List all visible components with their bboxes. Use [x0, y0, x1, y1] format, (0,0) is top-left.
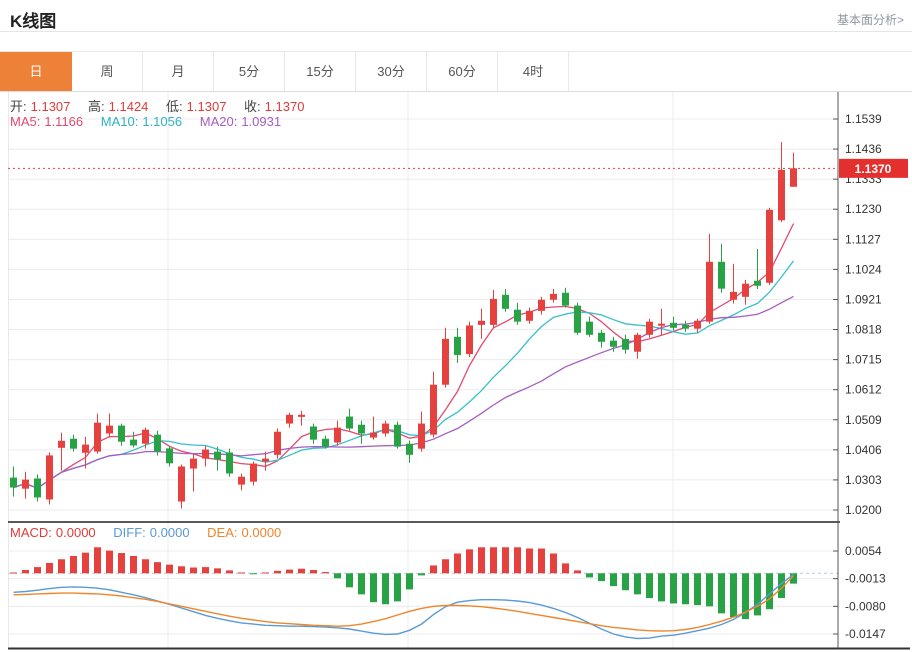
svg-text:-0.0013: -0.0013: [845, 572, 886, 586]
kline-chart[interactable]: 1.15391.14361.13331.12301.11271.10241.09…: [8, 92, 910, 652]
close-value: 1.1370: [264, 99, 305, 114]
svg-text:1.0509: 1.0509: [845, 413, 882, 427]
tab-day[interactable]: 日: [0, 52, 72, 91]
svg-text:0.0054: 0.0054: [845, 544, 882, 558]
chart-area: 开: 1.1307 高: 1.1424 低: 1.1307 收: 1.1370 MA5:…: [0, 92, 912, 652]
macd-label: MACD:: [10, 525, 52, 540]
interval-tab-bar: 日 周 月 5分 15分 30分 60分 4时: [0, 51, 912, 92]
ma5-value: 1.1166: [44, 114, 84, 129]
macd-legend: MACD: 0.0000 DIFF: 0.0000 DEA: 0.0000: [10, 525, 285, 540]
tab-60min[interactable]: 60分: [427, 52, 498, 91]
low-value: 1.1307: [186, 99, 227, 114]
ma5-label: MA5:: [10, 114, 41, 129]
low-label: 低:: [166, 99, 183, 114]
high-label: 高:: [88, 99, 105, 114]
svg-text:-0.0147: -0.0147: [845, 627, 886, 641]
page-header: K线图 基本面分析>: [0, 0, 912, 32]
macd-value: 0.0000: [55, 525, 96, 540]
svg-text:1.1436: 1.1436: [845, 142, 882, 156]
ma10-label: MA10:: [100, 114, 139, 129]
dea-label: DEA:: [207, 525, 238, 540]
tab-5min[interactable]: 5分: [214, 52, 285, 91]
page-title: K线图: [10, 12, 57, 31]
svg-text:1.0921: 1.0921: [845, 292, 882, 306]
svg-text:1.0406: 1.0406: [845, 443, 882, 457]
high-value: 1.1424: [108, 99, 149, 114]
svg-text:1.1539: 1.1539: [845, 112, 882, 126]
tab-30min[interactable]: 30分: [356, 52, 427, 91]
ma20-label: MA20:: [199, 114, 238, 129]
svg-text:1.1024: 1.1024: [845, 262, 882, 276]
tab-4hour[interactable]: 4时: [498, 52, 569, 91]
svg-text:1.1370: 1.1370: [855, 162, 892, 176]
diff-value: 0.0000: [149, 525, 190, 540]
price-legend: 开: 1.1307 高: 1.1424 低: 1.1307 收: 1.1370: [10, 96, 308, 115]
svg-text:1.0715: 1.0715: [845, 353, 882, 367]
ma-legend: MA5: 1.1166 MA10: 1.1056 MA20: 1.0931: [10, 114, 285, 129]
ma10-value: 1.1056: [142, 114, 183, 129]
open-label: 开:: [10, 99, 27, 114]
svg-text:1.0612: 1.0612: [845, 383, 882, 397]
svg-text:1.1127: 1.1127: [845, 232, 881, 246]
diff-label: DIFF:: [113, 525, 146, 540]
tab-month[interactable]: 月: [143, 52, 214, 91]
svg-text:1.1230: 1.1230: [845, 202, 882, 216]
tab-15min[interactable]: 15分: [285, 52, 356, 91]
dea-value: 0.0000: [241, 525, 282, 540]
svg-text:1.0818: 1.0818: [845, 323, 882, 337]
close-label: 收:: [244, 99, 261, 114]
tab-week[interactable]: 周: [72, 52, 143, 91]
svg-text:1.0303: 1.0303: [845, 473, 882, 487]
svg-text:1.0200: 1.0200: [845, 503, 882, 517]
svg-text:-0.0080: -0.0080: [845, 599, 886, 613]
fundamental-analysis-link[interactable]: 基本面分析>: [836, 13, 904, 27]
open-value: 1.1307: [30, 99, 71, 114]
ma20-value: 1.0931: [241, 114, 282, 129]
